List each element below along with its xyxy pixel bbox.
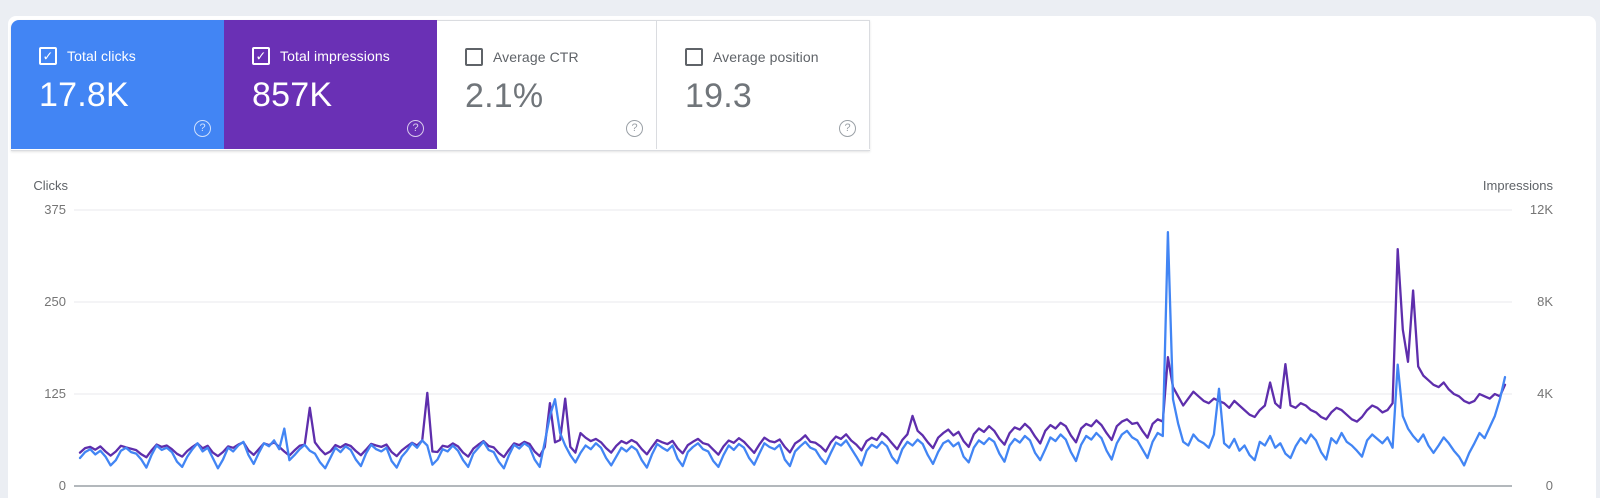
checkbox-unchecked-icon[interactable] — [465, 48, 483, 66]
metric-card-header: ✓ Total clicks — [39, 47, 224, 65]
left-axis-tick: 250 — [44, 294, 66, 309]
metric-card-value: 19.3 — [685, 77, 752, 115]
check-icon: ✓ — [42, 48, 54, 63]
left-axis-tick: 375 — [44, 202, 66, 217]
metric-card-label: Total impressions — [280, 48, 390, 64]
performance-panel: ✓ Total clicks 17.8K ? ✓ Total impressio… — [8, 16, 1596, 498]
metric-card-header: Average CTR — [465, 48, 656, 66]
checkbox-checked-icon[interactable]: ✓ — [252, 47, 270, 65]
metric-card-total-impressions[interactable]: ✓ Total impressions 857K ? — [224, 20, 437, 149]
metric-card-value: 2.1% — [465, 77, 544, 115]
metric-card-average-ctr[interactable]: Average CTR 2.1% ? — [437, 20, 656, 149]
metric-card-label: Total clicks — [67, 48, 136, 64]
right-axis-tick: 4K — [1537, 386, 1553, 401]
help-icon[interactable]: ? — [839, 120, 856, 137]
left-axis-tick: 125 — [44, 386, 66, 401]
metric-card-header: Average position — [685, 48, 869, 66]
metric-card-total-clicks[interactable]: ✓ Total clicks 17.8K ? — [11, 20, 224, 149]
help-icon[interactable]: ? — [407, 120, 424, 137]
check-icon: ✓ — [255, 48, 267, 63]
right-axis-title: Impressions — [1482, 178, 1553, 193]
clicks-line — [78, 230, 1507, 470]
left-axis-tick: 0 — [58, 478, 66, 493]
metric-card-label: Average position — [713, 49, 819, 65]
metric-card-header: ✓ Total impressions — [252, 47, 437, 65]
metric-card-label: Average CTR — [493, 49, 579, 65]
checkbox-unchecked-icon[interactable] — [685, 48, 703, 66]
metric-card-average-position[interactable]: Average position 19.3 ? — [656, 20, 870, 149]
metric-card-value: 857K — [252, 76, 333, 114]
help-icon[interactable]: ? — [626, 120, 643, 137]
left-axis-title: Clicks — [33, 178, 68, 193]
metric-cards-row: ✓ Total clicks 17.8K ? ✓ Total impressio… — [11, 20, 870, 151]
right-axis-tick: 0 — [1545, 478, 1553, 493]
help-icon[interactable]: ? — [194, 120, 211, 137]
impressions-line — [78, 247, 1507, 459]
checkbox-checked-icon[interactable]: ✓ — [39, 47, 57, 65]
metric-card-value: 17.8K — [39, 76, 129, 114]
right-axis-tick: 12K — [1529, 202, 1553, 217]
right-axis-tick: 8K — [1537, 294, 1553, 309]
